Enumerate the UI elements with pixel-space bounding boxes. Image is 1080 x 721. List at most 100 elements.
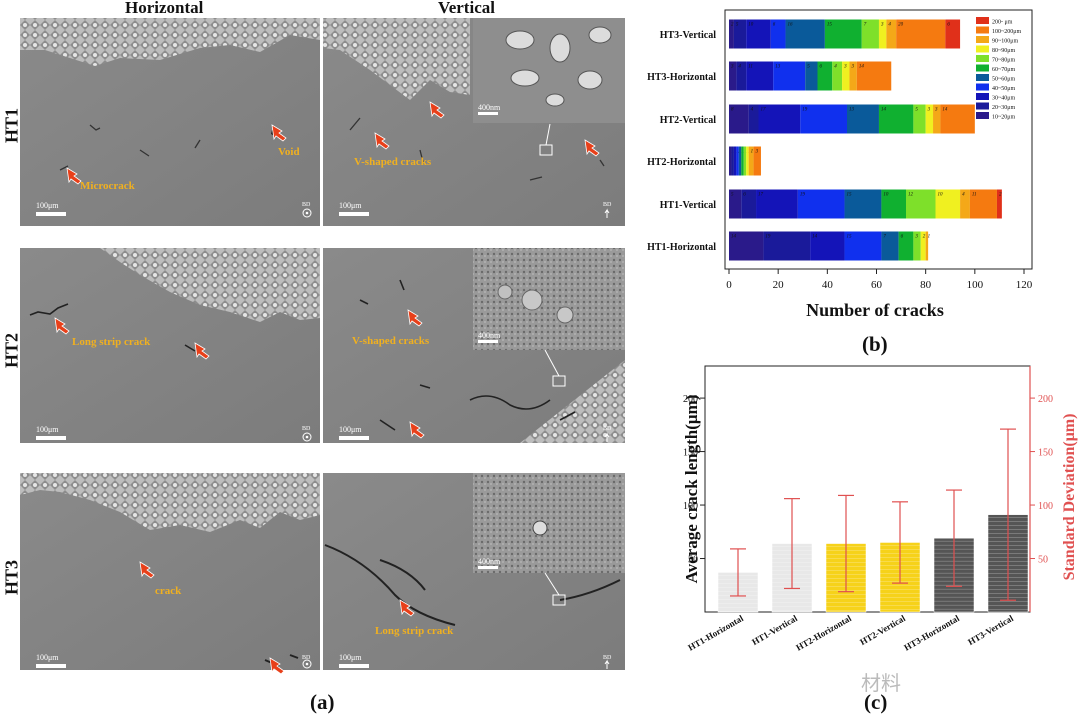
b-bar-label: 14 xyxy=(859,65,865,70)
b-bar-segment xyxy=(729,19,734,49)
b-bar-label: 10 xyxy=(748,23,754,28)
b-bar-segment xyxy=(746,19,771,49)
b-bar-segment xyxy=(770,19,786,49)
b-bar-segment xyxy=(856,61,892,91)
b-bar-label: 6 xyxy=(820,65,823,70)
b-legend-label: 50~60μm xyxy=(992,77,1015,83)
b-bar-label: 16 xyxy=(788,23,794,28)
b-legend-label: 20~30μm xyxy=(992,105,1015,111)
c-xtick-label: HT3-Horizontal xyxy=(902,613,961,653)
b-bar-segment xyxy=(844,189,882,219)
b-bar-label: 19 xyxy=(800,193,806,198)
b-bar-segment xyxy=(940,104,975,134)
c-ytick-label: 100 xyxy=(683,501,698,512)
b-bar-label: 12 xyxy=(908,193,914,198)
b-bar-label: 7 xyxy=(864,23,867,28)
panel-c-label: (c) xyxy=(864,690,888,714)
b-bar-label: 10 xyxy=(938,193,944,198)
b-bar-segment xyxy=(925,104,934,134)
b-bar-label: 6 xyxy=(743,193,746,198)
b-bar-label: 15 xyxy=(847,235,853,240)
b-bar-segment xyxy=(896,19,946,49)
b-bar-segment xyxy=(729,189,742,219)
b-bar-segment xyxy=(920,231,926,261)
b-xtick-label: 60 xyxy=(871,279,883,291)
c-xtick-label: HT2-Horizontal xyxy=(794,613,853,653)
c-ytick-label: 150 xyxy=(683,448,698,459)
b-bar-label: 20 xyxy=(898,23,904,28)
b-bar-segment xyxy=(785,19,825,49)
col-header-horizontal: Horizontal xyxy=(125,0,204,17)
b-bar-label: 3 xyxy=(935,108,938,113)
b-bar-segment xyxy=(731,146,734,176)
b-legend-swatch xyxy=(976,45,989,53)
b-bar-label: 4 xyxy=(738,65,741,70)
b-legend-label: 70~80μm xyxy=(992,58,1015,64)
b-bar-segment xyxy=(810,231,845,261)
b-bar-label: 14 xyxy=(731,235,737,240)
b-bar-label: 3 xyxy=(851,65,854,70)
b-bar-label: 3 xyxy=(915,235,918,240)
b-bar-label: 17 xyxy=(761,108,767,113)
c-xtick-label: HT1-Vertical xyxy=(750,613,799,647)
b-bar-label: 17 xyxy=(758,193,764,198)
b-bar-segment xyxy=(743,146,747,176)
b-bar-segment xyxy=(996,189,1002,219)
b-bar-segment xyxy=(800,104,847,134)
b-bar-segment xyxy=(733,19,747,49)
b-bar-label: 6 xyxy=(947,23,950,28)
b-bar-segment xyxy=(741,189,757,219)
b-bar-label: 8 xyxy=(731,108,734,113)
b-xtick-label: 0 xyxy=(726,279,732,291)
b-bar-segment xyxy=(736,146,739,176)
c-watermark: 材料 xyxy=(861,672,901,695)
b-xtick-label: 80 xyxy=(920,279,932,291)
b-bar-segment xyxy=(736,61,747,91)
b-legend-label: 90~100μm xyxy=(992,39,1018,45)
b-bar-segment xyxy=(738,146,742,176)
b-bar-segment xyxy=(913,104,926,134)
b-bar-segment xyxy=(878,19,887,49)
b-bar-label: 5 xyxy=(807,65,810,70)
b-category-label: HT1-Vertical xyxy=(660,200,717,211)
c-ytick-right-label: 150 xyxy=(1038,448,1053,459)
c-ytick-label: 200 xyxy=(683,394,698,405)
b-legend-swatch xyxy=(976,17,989,24)
b-bar-label: 1 xyxy=(928,235,931,240)
b-bar-label: 3 xyxy=(731,65,734,70)
b-bar-segment xyxy=(741,146,744,176)
panel-a-label: (a) xyxy=(310,690,335,714)
b-bar-label: 14 xyxy=(881,108,887,113)
c-ytick-label: 50 xyxy=(688,555,698,566)
b-bar-segment xyxy=(729,104,749,134)
c-ytick-right-label: 200 xyxy=(1038,394,1053,405)
b-bar-label: 4 xyxy=(962,193,965,198)
b-legend-swatch xyxy=(976,55,989,62)
b-bar-segment xyxy=(748,146,754,176)
b-bar-label: 7 xyxy=(883,235,886,240)
b-bar-label: 14 xyxy=(812,235,818,240)
b-bar-segment xyxy=(842,61,850,91)
b-bar-label: 3 xyxy=(881,23,884,28)
b-bar-label: 13 xyxy=(849,108,855,113)
c-ylabel-right: Standard Deviation(μm) xyxy=(1061,414,1078,581)
b-bar-segment xyxy=(832,61,843,91)
b-xtick-label: 120 xyxy=(1016,279,1033,291)
b-bar-segment xyxy=(805,61,818,91)
b-bar-label: 15 xyxy=(847,193,853,198)
b-xlabel: Number of cracks xyxy=(806,300,944,320)
b-bar-label: 4 xyxy=(834,65,837,70)
b-bar-segment xyxy=(756,189,798,219)
b-legend-swatch xyxy=(976,74,989,81)
b-legend-label: 100~200μm xyxy=(992,29,1021,35)
b-bar-label: 14 xyxy=(942,108,948,113)
b-legend-label: 200- μm xyxy=(992,20,1013,26)
b-category-label: HT3-Horizontal xyxy=(647,72,716,83)
b-xtick-label: 40 xyxy=(822,279,834,291)
b-bar-label: 5 xyxy=(731,193,734,198)
b-bar-segment xyxy=(748,104,759,134)
b-legend-label: 10~20μm xyxy=(992,115,1015,121)
b-bar-segment xyxy=(817,61,833,91)
